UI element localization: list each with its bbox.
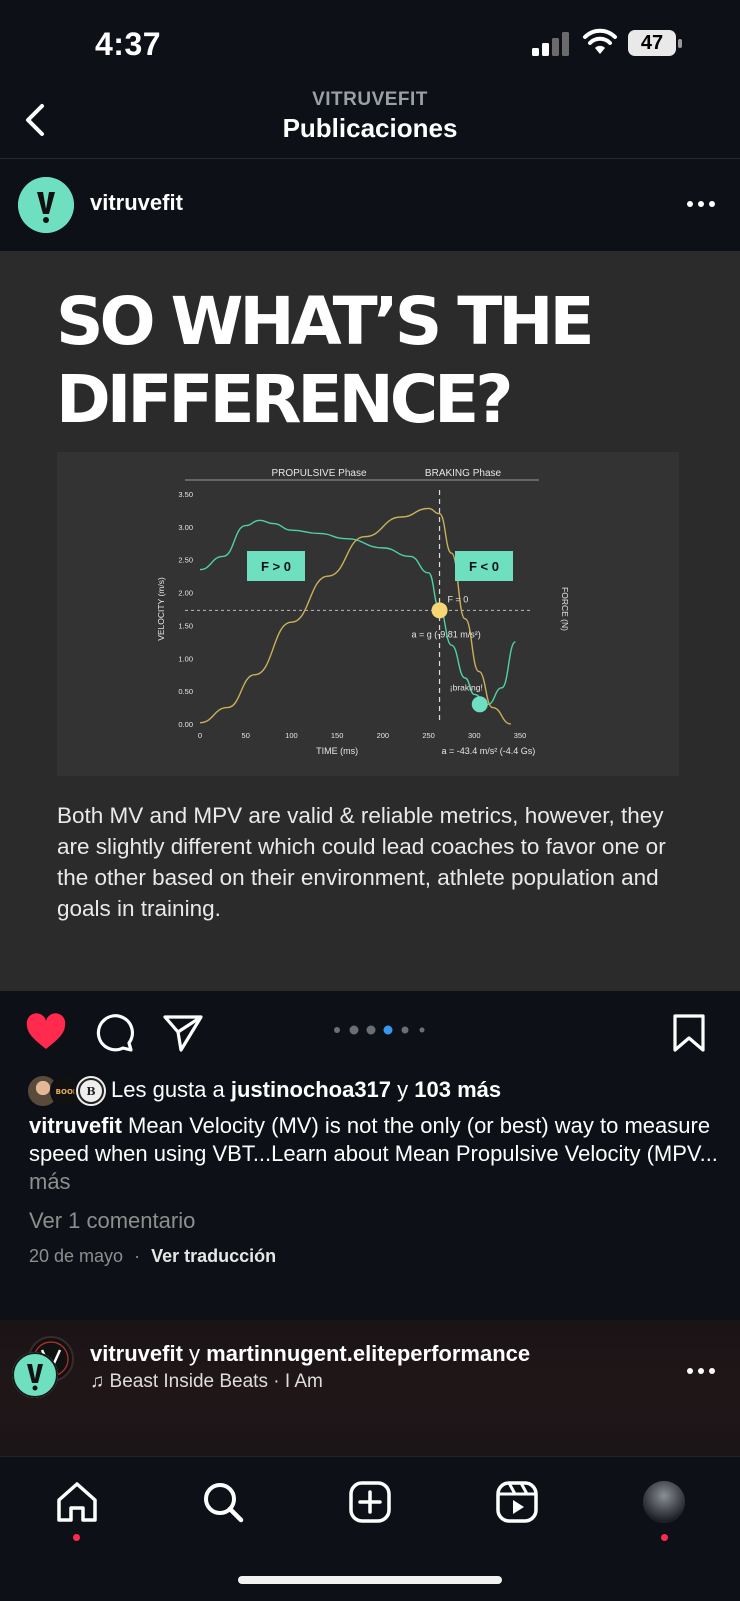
y-tick-label: 1.50 [178, 621, 193, 630]
x-tick-label: 200 [377, 731, 390, 740]
next-post-header [0, 1320, 740, 1456]
bookmark-icon[interactable] [672, 1013, 706, 1053]
avatar[interactable] [18, 177, 74, 233]
home-notification-dot [73, 1534, 80, 1541]
braking-annotation: ¡braking! [450, 682, 483, 692]
search-icon[interactable] [201, 1480, 245, 1524]
x-axis-label: TIME (ms) [316, 746, 358, 756]
y-tick-label: 3.00 [178, 523, 193, 532]
post-headline: SO WHAT’S THE DIFFERENCE? [56, 283, 696, 439]
carousel-dot [334, 1027, 340, 1033]
carousel-dot [383, 1025, 393, 1035]
phase-right-label: BRAKING Phase [425, 468, 502, 479]
share-icon[interactable] [162, 1013, 204, 1053]
y-tick-label: 2.00 [178, 589, 193, 598]
y-tick-label: 0.50 [178, 687, 193, 696]
reels-icon[interactable] [495, 1480, 539, 1524]
caption-username[interactable]: vitruvefit [29, 1113, 122, 1138]
velocity-force-chart: PROPULSIVE Phase BRAKING Phase 0.00 0.50 1.0… [57, 452, 679, 776]
view-comments-link[interactable]: Ver 1 comentario [29, 1208, 196, 1233]
phase-left-label: PROPULSIVE Phase [271, 468, 366, 479]
nav-subtitle: VITRUVEFIT [312, 89, 428, 110]
cellular-signal-icon [532, 32, 569, 56]
x-tick-label: 0 [198, 731, 202, 740]
post-date-row: 20 de mayo · Ver traducción [29, 1246, 277, 1266]
home-icon[interactable] [55, 1480, 99, 1524]
braking-point [471, 696, 488, 713]
next-post-users[interactable]: vitruvefit y martinnugent.eliteperforman… [90, 1341, 531, 1366]
next-post-more-icon[interactable] [686, 1365, 716, 1377]
battery-level: 47 [628, 30, 676, 56]
headline-line-1: SO WHAT’S THE [56, 283, 595, 360]
velocity-series-line [199, 519, 517, 705]
carousel-dot [349, 1025, 359, 1035]
music-note-icon: ♫ [90, 1371, 105, 1392]
navigation-bar [0, 90, 740, 159]
carousel-dot [401, 1026, 409, 1034]
page-title: Publicaciones [282, 113, 458, 143]
y-tick-label: 1.00 [178, 654, 193, 663]
f-negative-badge [455, 551, 513, 581]
gravity-annotation: a = g (-9.81 m/s²) [412, 629, 481, 639]
f-positive-badge [247, 551, 305, 581]
liker-avatar-3: B [74, 1074, 108, 1108]
post-date: 20 de mayo [29, 1246, 124, 1266]
force-series-line [199, 507, 511, 725]
f-zero-annotation: F = 0 [448, 594, 469, 604]
back-chevron-icon[interactable] [18, 100, 52, 140]
svg-text:BOOK: BOOK [56, 1088, 79, 1096]
x-tick-label: 300 [468, 731, 481, 740]
liked-by-avatars[interactable]: BOOK B [26, 1074, 726, 1108]
braking-acceleration-annotation: a = -43.4 m/s² (-4.4 Gs) [442, 746, 536, 756]
carousel-indicator [334, 1025, 425, 1035]
create-post-icon[interactable] [348, 1480, 392, 1524]
x-tick-label: 350 [514, 731, 527, 740]
post-caption: vitruvefit Mean Velocity (MV) is not the… [29, 1112, 719, 1196]
x-tick-label: 150 [331, 731, 344, 740]
heart-icon[interactable] [25, 1013, 67, 1051]
zero-force-point [431, 602, 448, 619]
post-body-text: Both MV and MPV are valid & reliable met… [57, 803, 666, 921]
profile-avatar[interactable] [642, 1480, 686, 1524]
next-post-audio[interactable]: ♫ Beast Inside Beats · I Am [90, 1371, 323, 1392]
x-tick-label: 50 [242, 731, 250, 740]
caption-text: Mean Velocity (MV) is not the only (or b… [29, 1113, 718, 1166]
y-axis-label-left: VELOCITY (m/s) [156, 577, 166, 641]
more-options-icon[interactable] [686, 198, 716, 210]
status-time: 4:37 [95, 26, 162, 62]
y-tick-label: 2.50 [178, 556, 193, 565]
svg-text:B: B [86, 1085, 95, 1098]
wifi-icon [583, 28, 617, 54]
x-tick-label: 250 [422, 731, 435, 740]
home-indicator [238, 1576, 502, 1584]
y-tick-label: 3.50 [178, 490, 193, 499]
f-positive-label: F > 0 [261, 559, 291, 574]
post-username[interactable]: vitruvefit [90, 190, 183, 215]
y-tick-label: 0.00 [178, 720, 193, 729]
caption-more-link[interactable]: más [29, 1169, 71, 1194]
headline-line-2: DIFFERENCE? [56, 361, 514, 438]
x-tick-label: 100 [285, 731, 298, 740]
profile-notification-dot [661, 1534, 668, 1541]
carousel-dot [419, 1027, 425, 1033]
battery-icon: 47 [628, 30, 684, 58]
comment-icon[interactable] [95, 1013, 135, 1053]
next-post-avatar[interactable] [12, 1352, 58, 1398]
translate-link[interactable]: Ver traducción [151, 1246, 277, 1266]
y-axis-label-right: FORCE (N) [560, 587, 570, 631]
carousel-dot [366, 1025, 376, 1035]
chart-svg: PROPULSIVE Phase BRAKING Phase 0.00 0.50 1.0… [156, 468, 570, 756]
likes-summary[interactable]: Les gusta a justinochoa317 y 103 más [111, 1077, 502, 1102]
f-negative-label: F < 0 [469, 559, 499, 574]
